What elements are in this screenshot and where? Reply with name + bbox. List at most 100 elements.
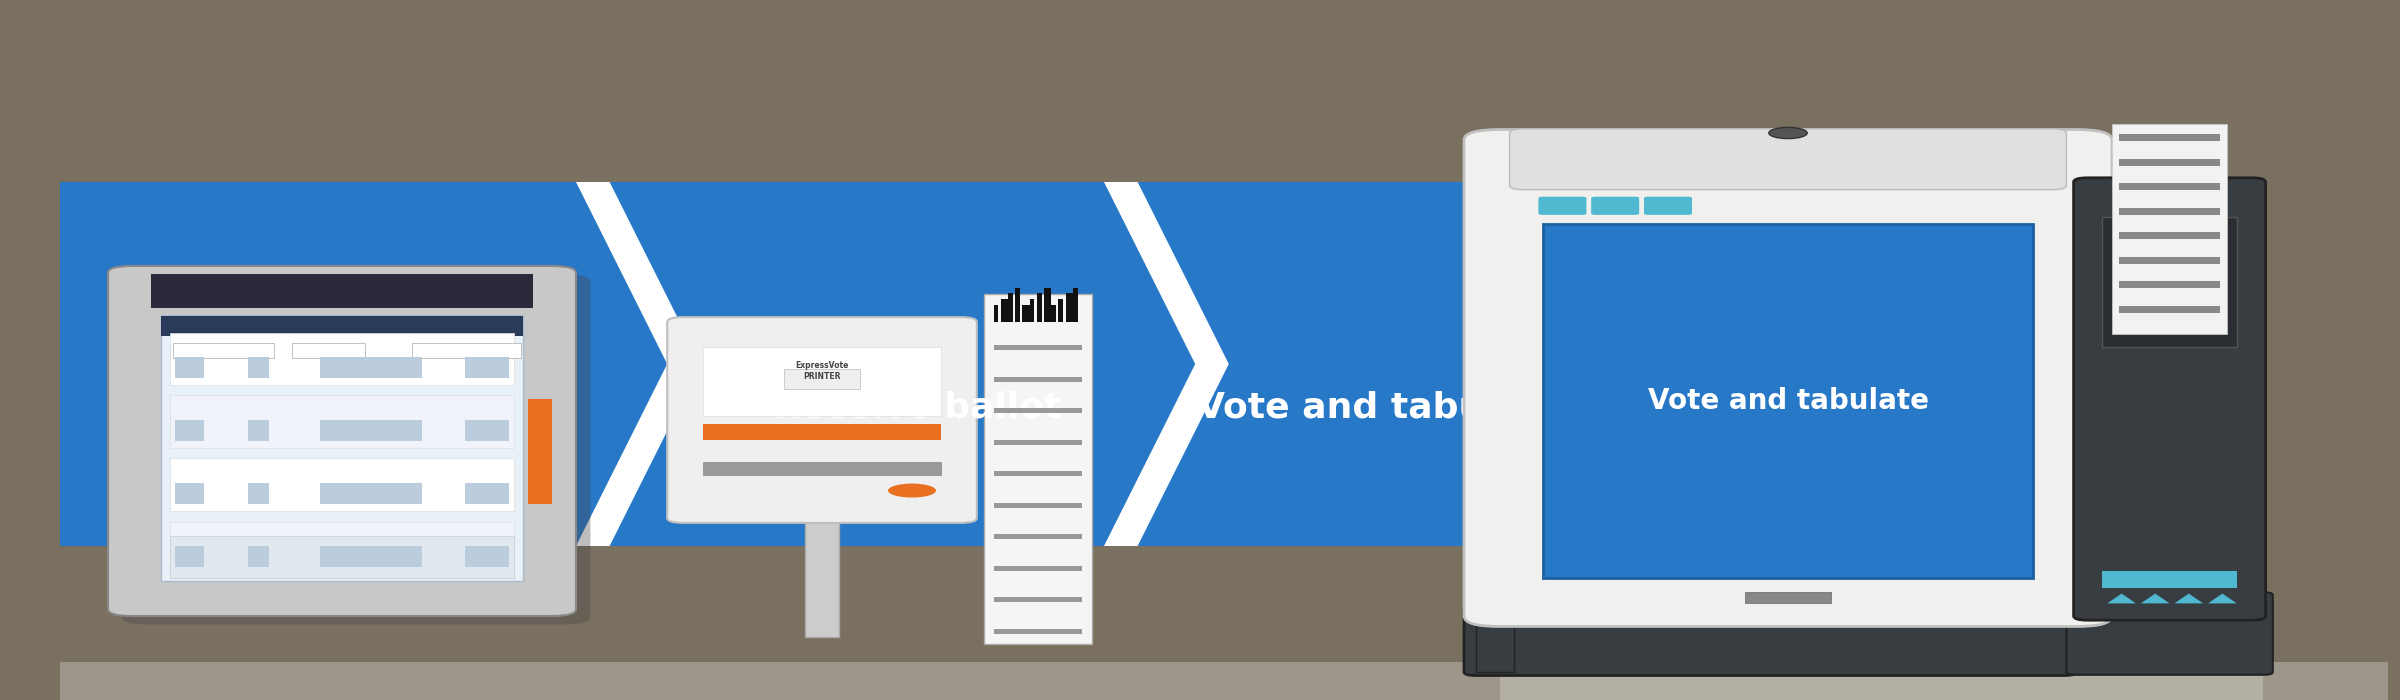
Bar — [994, 534, 1082, 539]
Polygon shape — [2174, 594, 2203, 603]
Text: Vote and tabulate: Vote and tabulate — [1646, 386, 1930, 414]
Bar — [175, 483, 204, 504]
Bar — [170, 395, 514, 448]
Bar — [994, 345, 1082, 350]
FancyBboxPatch shape — [1591, 197, 1639, 215]
Bar — [1073, 288, 1078, 322]
FancyBboxPatch shape — [2074, 178, 2266, 620]
FancyBboxPatch shape — [1510, 129, 2066, 190]
Bar — [319, 420, 401, 441]
Bar — [1500, 665, 2263, 700]
Bar — [1058, 299, 1063, 322]
Bar — [703, 347, 941, 416]
Bar — [151, 274, 533, 308]
Polygon shape — [1121, 182, 1572, 546]
Bar — [2119, 183, 2220, 190]
Circle shape — [888, 484, 936, 498]
Circle shape — [1769, 127, 1807, 139]
Bar — [2112, 124, 2227, 334]
Bar — [2102, 217, 2237, 347]
Polygon shape — [2141, 594, 2170, 603]
Bar — [394, 420, 422, 441]
Polygon shape — [593, 182, 1212, 546]
Bar — [175, 546, 204, 567]
FancyBboxPatch shape — [122, 274, 590, 624]
Bar — [984, 294, 1092, 644]
Polygon shape — [2208, 594, 2237, 603]
Bar — [1030, 299, 1034, 322]
Bar — [247, 483, 269, 504]
Text: Check in: Check in — [262, 391, 434, 425]
Bar — [994, 377, 1082, 382]
Bar — [1476, 448, 1514, 672]
FancyBboxPatch shape — [1464, 130, 2112, 626]
Bar — [247, 357, 269, 378]
Text: ExpressVote
PRINTER: ExpressVote PRINTER — [794, 361, 850, 381]
Bar — [994, 440, 1082, 444]
Bar — [994, 471, 1082, 476]
Bar — [1051, 304, 1056, 322]
Bar — [2119, 208, 2220, 215]
Bar — [994, 597, 1082, 602]
Text: Receive ballot: Receive ballot — [773, 391, 1061, 425]
Bar — [1745, 592, 1831, 603]
Bar — [994, 304, 998, 322]
Bar — [394, 483, 422, 504]
Bar — [161, 316, 523, 336]
FancyBboxPatch shape — [108, 266, 576, 616]
Bar — [703, 424, 941, 440]
Text: Vote and tabulate: Vote and tabulate — [1198, 391, 1562, 425]
Bar — [1543, 224, 2033, 578]
Bar — [466, 483, 509, 504]
Bar — [170, 522, 514, 574]
Bar — [161, 315, 523, 581]
Bar — [319, 546, 401, 567]
Bar — [170, 332, 514, 385]
Bar — [173, 343, 274, 358]
Bar — [806, 511, 840, 637]
Bar — [319, 483, 401, 504]
Bar — [2102, 570, 2237, 588]
Bar — [2119, 232, 2220, 239]
Bar — [2119, 159, 2220, 166]
Bar — [1044, 288, 1051, 322]
Bar — [466, 357, 509, 378]
Bar — [293, 343, 365, 358]
Bar — [247, 420, 269, 441]
Bar — [170, 458, 514, 511]
FancyBboxPatch shape — [667, 317, 977, 523]
Bar — [175, 420, 204, 441]
Bar — [413, 343, 521, 358]
Bar — [247, 546, 269, 567]
Bar — [1008, 293, 1013, 322]
Bar — [170, 536, 514, 578]
Bar — [994, 629, 1082, 634]
Bar — [703, 462, 941, 475]
Bar — [394, 357, 422, 378]
Bar — [2119, 134, 2220, 141]
FancyBboxPatch shape — [1464, 606, 2076, 676]
Bar — [170, 341, 514, 360]
Bar — [1015, 288, 1020, 322]
Bar — [1066, 293, 1073, 322]
Bar — [528, 399, 552, 504]
FancyBboxPatch shape — [1538, 197, 1586, 215]
Bar — [1037, 293, 1042, 322]
FancyBboxPatch shape — [1644, 197, 1692, 215]
Bar — [1022, 304, 1030, 322]
Bar — [319, 357, 401, 378]
Bar — [994, 566, 1082, 570]
Bar — [175, 357, 204, 378]
Bar — [394, 546, 422, 567]
Polygon shape — [576, 182, 701, 546]
Bar — [466, 546, 509, 567]
Polygon shape — [2107, 594, 2136, 603]
Bar — [994, 503, 1082, 507]
Bar — [466, 420, 509, 441]
Bar — [994, 408, 1082, 413]
Bar — [782, 369, 859, 389]
FancyBboxPatch shape — [2066, 592, 2273, 675]
Bar — [2119, 306, 2220, 313]
Polygon shape — [1104, 182, 1229, 546]
Bar — [2119, 257, 2220, 264]
